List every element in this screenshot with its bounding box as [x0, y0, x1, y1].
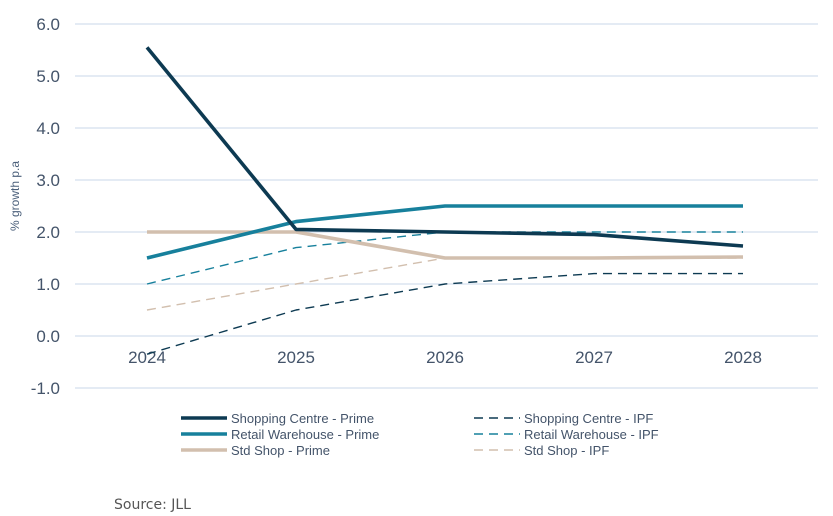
x-tick-label: 2028 [724, 348, 762, 367]
series-line [145, 46, 744, 248]
legend-label: Retail Warehouse - IPF [524, 427, 659, 442]
legend-label: Shopping Centre - IPF [524, 411, 653, 426]
y-tick-label: 0.0 [36, 327, 60, 346]
y-axis-label: % growth p.a [8, 161, 22, 231]
y-tick-label: 6.0 [36, 15, 60, 34]
series-lines [145, 46, 744, 355]
y-axis-ticks: 6.0 5.0 4.0 3.0 2.0 1.0 0.0 -1.0 [31, 15, 60, 398]
y-tick-label: 5.0 [36, 67, 60, 86]
x-axis-ticks: 2024 2025 2026 2027 2028 [128, 348, 762, 367]
legend-label: Retail Warehouse - Prime [231, 427, 379, 442]
series-line [146, 204, 743, 260]
y-tick-label: -1.0 [31, 379, 60, 398]
y-tick-label: 1.0 [36, 275, 60, 294]
series-line [146, 272, 743, 355]
legend-label: Std Shop - Prime [231, 443, 330, 458]
legend-label: Shopping Centre - Prime [231, 411, 374, 426]
x-tick-label: 2026 [426, 348, 464, 367]
x-tick-label: 2027 [575, 348, 613, 367]
y-tick-label: 2.0 [36, 223, 60, 242]
x-tick-label: 2024 [128, 348, 166, 367]
legend-label: Std Shop - IPF [524, 443, 609, 458]
y-tick-label: 4.0 [36, 119, 60, 138]
x-tick-label: 2025 [277, 348, 315, 367]
source-note: Source: JLL [114, 497, 191, 513]
y-tick-label: 3.0 [36, 171, 60, 190]
